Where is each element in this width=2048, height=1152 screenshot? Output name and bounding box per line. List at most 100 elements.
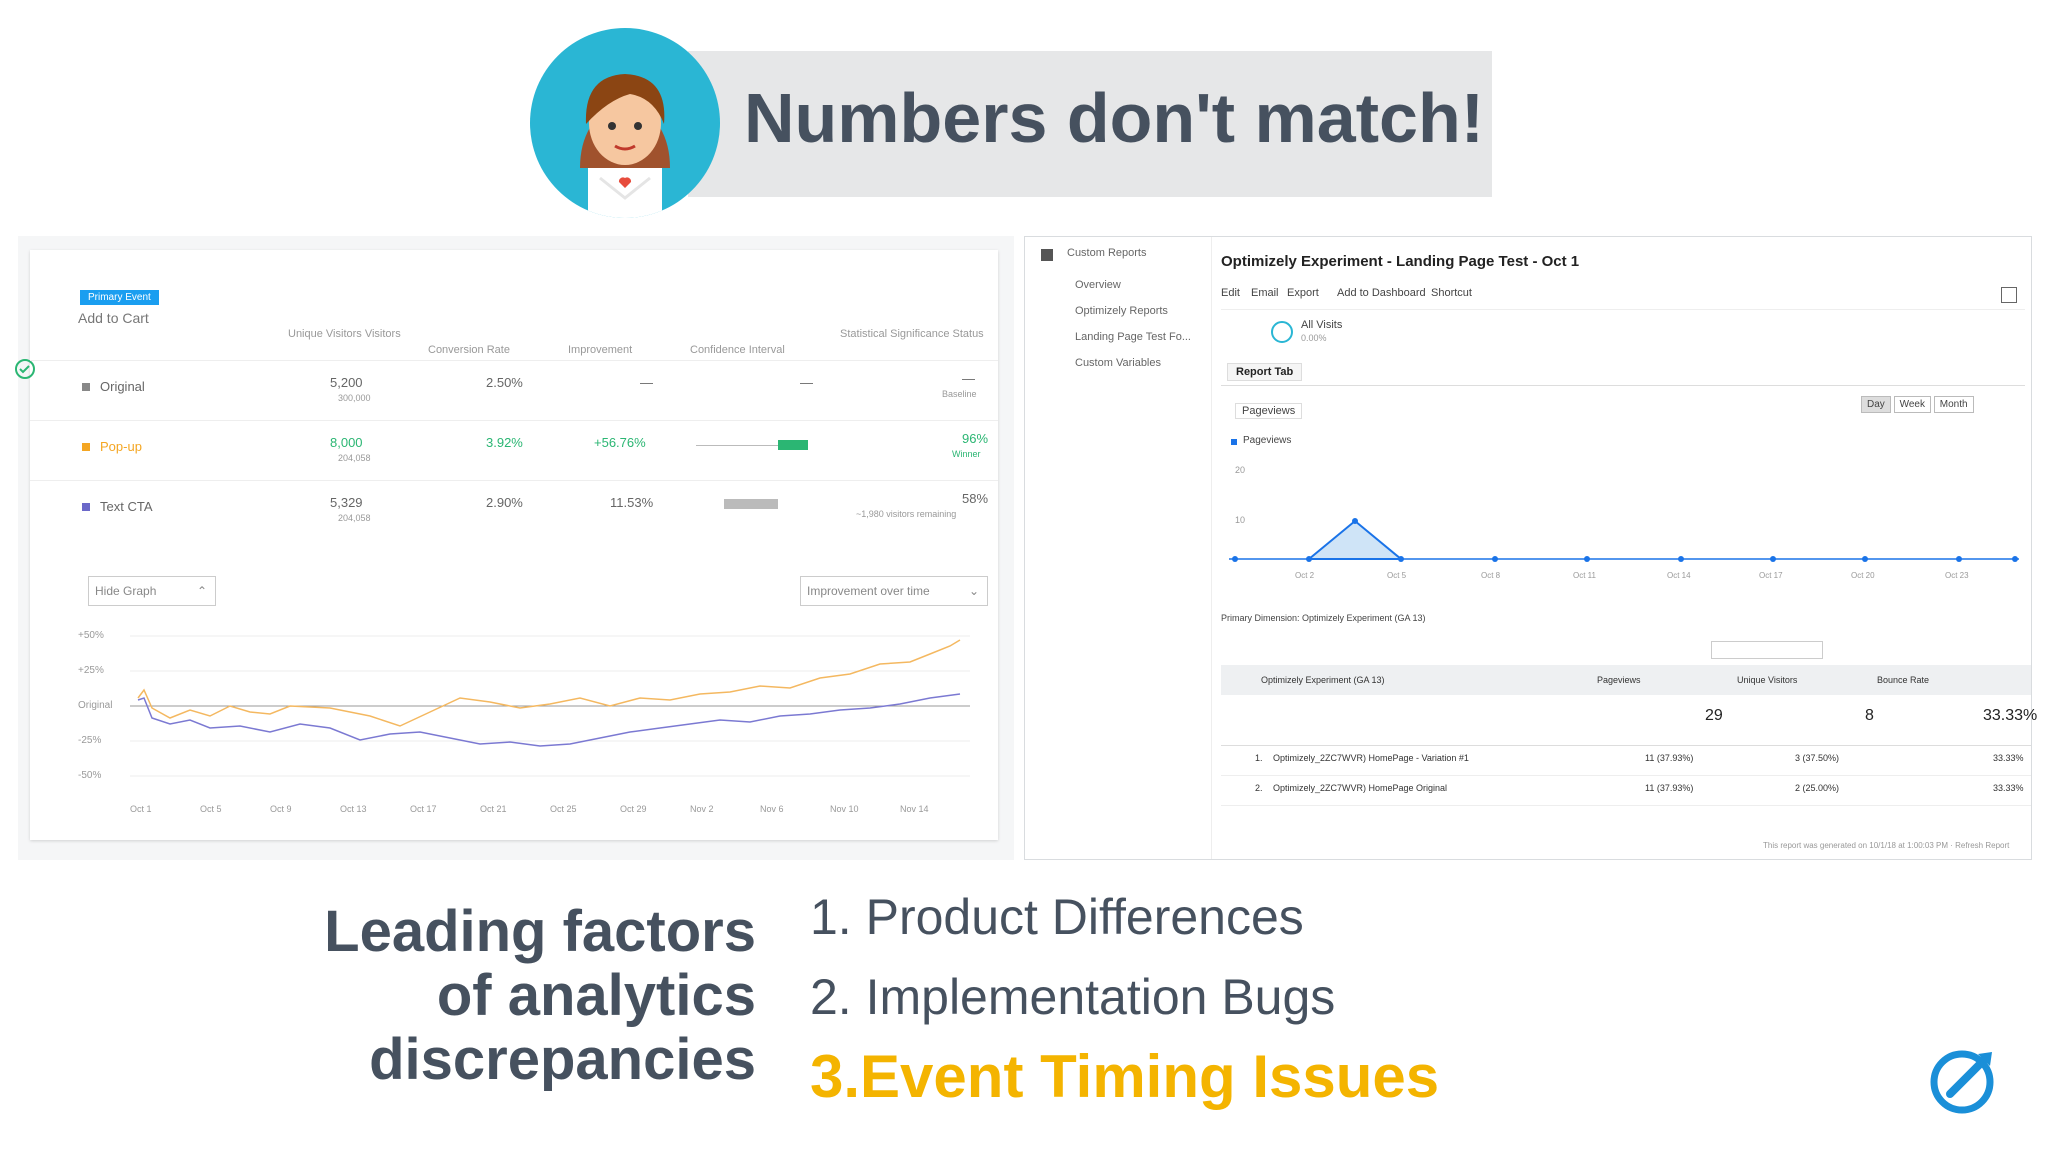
data-point — [1678, 556, 1684, 562]
x-tick: Oct 5 — [200, 804, 222, 814]
table-search-input[interactable] — [1711, 641, 1823, 659]
sidebar-item-custom-variables[interactable]: Custom Variables — [1075, 357, 1161, 369]
totals-row: 29 8 33.33% — [1221, 695, 2037, 746]
list-item-product-differences: 1. Product Differences — [810, 889, 1304, 945]
toolbar-add-dashboard[interactable]: Add to Dashboard — [1337, 287, 1426, 299]
rate-value: 2.50% — [486, 375, 523, 390]
segment-name: All Visits — [1301, 319, 1343, 331]
improvement-chart — [130, 635, 970, 777]
pageviews-chart — [1229, 518, 2019, 562]
col-significance: Statistical Significance Status — [840, 328, 984, 340]
metric-name: Add to Cart — [78, 310, 149, 326]
x-tick: Nov 6 — [760, 804, 784, 814]
visitors-sub: 204,058 — [338, 513, 371, 523]
table-row: Pop-up 8,000 204,058 3.92% +56.76% 96% W… — [30, 420, 998, 481]
y-tick: +50% — [78, 630, 104, 641]
col-visitors: Unique Visitors Visitors — [288, 328, 401, 340]
interval-line — [696, 445, 806, 446]
table-row[interactable]: 2. Optimizely_2ZC7WVR) HomePage Original… — [1221, 775, 2031, 806]
series-swatch — [82, 503, 90, 511]
toolbar-export[interactable]: Export — [1287, 287, 1319, 299]
y-tick: +25% — [78, 665, 104, 676]
col-pageviews: Pageviews — [1597, 675, 1641, 685]
sidebar-item-custom-reports[interactable]: Custom Reports — [1067, 247, 1147, 259]
x-tick: Oct 1 — [130, 804, 152, 814]
day-button[interactable]: Day — [1861, 396, 1891, 413]
sidebar-item-overview[interactable]: Overview — [1075, 279, 1121, 291]
significance-value: 96% — [962, 431, 989, 446]
x-tick: Oct 11 — [1573, 571, 1596, 580]
toolbar-shortcut[interactable]: Shortcut — [1431, 287, 1472, 299]
toolbar-edit[interactable]: Edit — [1221, 287, 1240, 299]
data-point — [1352, 518, 1358, 524]
significance-sub: ~1,980 visitors remaining — [856, 509, 957, 519]
x-tick: Oct 29 — [620, 804, 647, 814]
tab-report[interactable]: Report Tab — [1227, 363, 1303, 381]
time-toggle: Day Week Month — [1861, 396, 1974, 413]
toolbar-email[interactable]: Email — [1251, 287, 1279, 299]
woman-avatar-icon — [530, 28, 720, 218]
table-row[interactable]: 1. Optimizely_2ZC7WVR) HomePage - Variat… — [1221, 745, 2031, 776]
col-bounce-rate: Bounce Rate — [1877, 675, 1930, 685]
primary-event-badge: Primary Event — [80, 290, 159, 305]
chevron-down-icon: ⌄ — [968, 584, 979, 598]
legend-label: Pageviews — [1243, 435, 1292, 446]
hide-graph-label: Hide Graph — [95, 584, 157, 598]
sidebar-item-optimizely-reports[interactable]: Optimizely Reports — [1075, 305, 1168, 317]
chart-metric-select[interactable]: Improvement over time ⌄ — [800, 576, 988, 606]
popup-series-line — [137, 639, 961, 727]
visitors-sub: 204,058 — [338, 453, 371, 463]
improvement-value: 11.53% — [610, 495, 654, 510]
row-pageviews: 11 (37.93%) — [1645, 783, 1694, 793]
row-unique-visitors: 3 (37.50%) — [1795, 753, 1840, 763]
data-point — [1306, 556, 1312, 562]
series-swatch — [82, 383, 90, 391]
total-pageviews: 29 — [1705, 707, 1723, 724]
data-point — [1232, 556, 1238, 562]
sidebar-item-landing-page-test[interactable]: Landing Page Test Fo... — [1075, 331, 1191, 343]
segment-share: 0.00% — [1301, 333, 1327, 343]
x-tick: Oct 23 — [1945, 571, 1969, 580]
col-unique-visitors: Unique Visitors — [1737, 675, 1798, 685]
y-tick: Original — [78, 700, 113, 711]
grid-icon[interactable] — [2001, 287, 2017, 303]
metric-select[interactable]: Pageviews — [1235, 403, 1303, 419]
optimizely-logo-icon — [1928, 1044, 2000, 1116]
row-index: 1. — [1255, 753, 1263, 763]
week-button[interactable]: Week — [1893, 396, 1931, 413]
table-row: Text CTA 5,329 204,058 2.90% 11.53% 58% … — [30, 480, 998, 541]
row-name[interactable]: Optimizely_2ZC7WVR) HomePage - Variation… — [1273, 753, 1469, 763]
hide-graph-select[interactable]: Hide Graph ⌃ — [88, 576, 216, 606]
x-tick: Oct 25 — [550, 804, 577, 814]
factors-list: 1. Product Differences 2. Implementation… — [810, 884, 1439, 1124]
col-rate: Conversion Rate — [428, 344, 510, 356]
data-point — [1956, 556, 1962, 562]
significance-sub: Baseline — [942, 389, 977, 399]
row-name[interactable]: Optimizely_2ZC7WVR) HomePage Original — [1273, 783, 1448, 793]
data-point — [1492, 556, 1498, 562]
interval-bar — [724, 499, 778, 509]
rate-value: 2.90% — [486, 495, 523, 510]
segment-circle-icon — [1271, 321, 1293, 343]
factors-line: Leading factors — [324, 899, 756, 964]
factors-line: discrepancies — [369, 1027, 756, 1092]
significance-value: 58% — [962, 491, 989, 506]
legend-dot-icon — [1231, 439, 1237, 445]
x-tick: Oct 5 — [1387, 571, 1407, 580]
report-footer: This report was generated on 10/1/18 at … — [1763, 841, 2010, 850]
variation-name: Pop-up — [100, 439, 142, 454]
table-row: Original 5,200 300,000 2.50% — — — Basel… — [30, 360, 998, 421]
data-point — [1770, 556, 1776, 562]
divider — [1221, 309, 2025, 310]
x-tick: Oct 17 — [1759, 571, 1783, 580]
results-card: Primary Event Add to Cart Unique Visitor… — [15, 250, 998, 840]
list-item-implementation-bugs: 2. Implementation Bugs — [810, 969, 1336, 1025]
row-bounce-rate: 33.33% — [1993, 753, 2024, 763]
factors-heading: Leading factors of analytics discrepanci… — [236, 900, 756, 1092]
col-improvement: Improvement — [568, 344, 633, 356]
chart-metric-label: Improvement over time — [807, 584, 930, 598]
month-button[interactable]: Month — [1933, 396, 1974, 413]
improvement-value: +56.76% — [594, 435, 646, 450]
row-bounce-rate: 33.33% — [1993, 783, 2024, 793]
y-tick: -50% — [78, 770, 102, 781]
